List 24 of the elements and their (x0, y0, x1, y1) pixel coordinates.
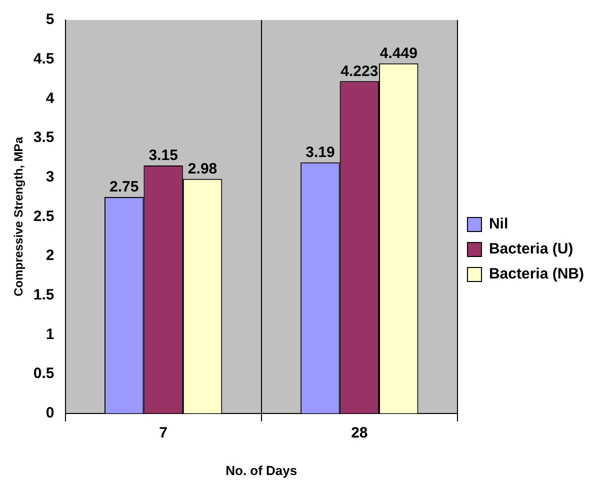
y-tick-label: 5 (46, 11, 54, 28)
data-label: 2.75 (109, 178, 139, 196)
y-tick-label: 1 (46, 326, 54, 343)
y-tick-label: 0.5 (33, 365, 54, 382)
y-tick-label: 3.5 (33, 129, 54, 146)
legend-label: Nil (488, 216, 508, 233)
legend-label: Bacteria (U) (488, 240, 574, 258)
y-tick-label: 4.5 (33, 50, 54, 68)
y-tick-label: 2.5 (33, 208, 54, 225)
data-label: 3.19 (306, 144, 335, 162)
data-label: 3.15 (148, 147, 178, 164)
y-tick-label: 0 (46, 404, 54, 422)
y-tick-label: 4 (46, 90, 55, 107)
data-label: 4.223 (340, 62, 378, 80)
x-tick-label: 28 (351, 424, 368, 442)
y-axis-title: Compressive Strength, MPa (12, 136, 26, 296)
data-label: 4.449 (380, 44, 418, 62)
y-tick-label: 3 (46, 168, 54, 186)
x-axis-title: No. of Days (226, 462, 298, 478)
legend-label: Bacteria (NB) (488, 266, 584, 283)
data-label: 2.98 (188, 160, 218, 178)
x-tick-label: 7 (159, 424, 168, 442)
y-tick-label: 2 (46, 247, 54, 264)
y-tick-label: 1.5 (33, 286, 54, 304)
